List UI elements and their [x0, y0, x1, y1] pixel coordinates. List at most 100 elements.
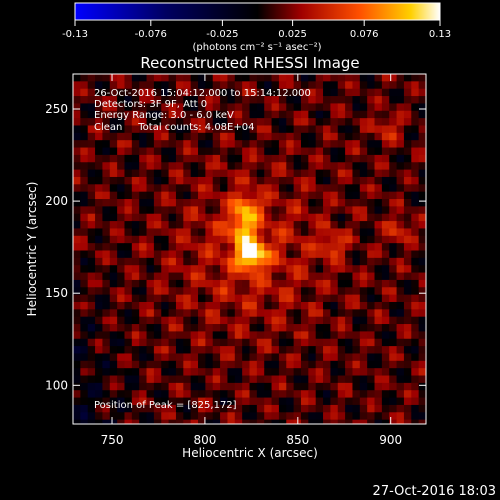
- image-pixel: [418, 184, 426, 193]
- image-pixel: [345, 309, 353, 318]
- image-pixel: [95, 81, 103, 90]
- image-pixel: [271, 404, 280, 413]
- image-pixel: [323, 191, 331, 200]
- image-pixel: [389, 125, 397, 134]
- image-pixel: [411, 287, 420, 296]
- image-pixel: [212, 390, 221, 398]
- image-pixel: [352, 404, 361, 413]
- image-pixel: [73, 316, 81, 325]
- image-pixel: [308, 375, 317, 384]
- image-pixel: [359, 419, 368, 424]
- image-pixel: [190, 132, 199, 141]
- image-pixel: [227, 96, 236, 104]
- image-pixel: [234, 309, 243, 318]
- image-pixel: [198, 338, 206, 347]
- image-pixel: [205, 147, 214, 156]
- image-pixel: [227, 118, 236, 126]
- image-pixel: [242, 375, 250, 384]
- image-pixel: [396, 257, 405, 266]
- image-pixel: [175, 74, 184, 82]
- image-pixel: [300, 110, 309, 119]
- image-pixel: [227, 125, 236, 134]
- image-pixel: [175, 390, 184, 398]
- image-pixel: [117, 213, 125, 222]
- image-pixel: [315, 294, 324, 303]
- image-pixel: [198, 74, 206, 82]
- image-pixel: [95, 235, 103, 244]
- image-pixel: [175, 257, 184, 266]
- image-pixel: [146, 397, 155, 406]
- image-pixel: [359, 125, 368, 134]
- image-pixel: [227, 184, 236, 193]
- image-pixel: [190, 191, 199, 200]
- image-pixel: [242, 235, 250, 244]
- image-pixel: [95, 419, 103, 424]
- image-pixel: [256, 110, 265, 119]
- image-pixel: [80, 382, 89, 391]
- image-pixel: [352, 154, 361, 163]
- image-pixel: [315, 206, 324, 215]
- image-pixel: [80, 74, 89, 82]
- image-pixel: [183, 140, 192, 148]
- colorbar-units-label: (photons cm⁻² s⁻¹ asec⁻²): [192, 42, 321, 53]
- image-pixel: [352, 419, 361, 424]
- image-pixel: [131, 125, 140, 134]
- image-pixel: [293, 316, 302, 325]
- image-pixel: [308, 243, 317, 251]
- image-pixel: [389, 397, 397, 406]
- image-pixel: [315, 81, 324, 90]
- image-pixel: [242, 404, 250, 413]
- image-pixel: [131, 110, 140, 119]
- image-pixel: [345, 404, 353, 413]
- image-pixel: [73, 213, 81, 222]
- image-pixel: [345, 412, 353, 421]
- image-pixel: [345, 382, 353, 391]
- image-pixel: [227, 346, 236, 354]
- image-pixel: [220, 397, 228, 406]
- image-pixel: [330, 162, 339, 170]
- image-pixel: [146, 169, 155, 178]
- image-pixel: [374, 309, 383, 318]
- image-pixel: [286, 213, 295, 222]
- image-pixel: [411, 213, 420, 222]
- image-pixel: [264, 324, 272, 332]
- image-pixel: [359, 74, 368, 82]
- image-pixel: [234, 368, 243, 376]
- image-pixel: [315, 412, 324, 421]
- image-pixel: [153, 221, 162, 229]
- image-pixel: [381, 96, 390, 104]
- image-pixel: [190, 147, 199, 156]
- image-pixel: [131, 301, 140, 310]
- image-pixel: [109, 346, 118, 354]
- image-pixel: [374, 228, 383, 237]
- image-pixel: [161, 419, 169, 424]
- image-pixel: [198, 228, 206, 237]
- image-pixel: [418, 96, 426, 104]
- image-pixel: [242, 390, 250, 398]
- image-pixel: [286, 309, 295, 318]
- image-pixel: [117, 404, 125, 413]
- image-pixel: [242, 287, 250, 296]
- image-pixel: [175, 272, 184, 281]
- image-pixel: [80, 257, 89, 266]
- image-pixel: [396, 191, 405, 200]
- image-pixel: [198, 272, 206, 281]
- image-pixel: [175, 199, 184, 207]
- image-pixel: [337, 346, 346, 354]
- image-pixel: [73, 265, 81, 273]
- image-pixel: [161, 346, 169, 354]
- image-pixel: [323, 397, 331, 406]
- image-pixel: [337, 81, 346, 90]
- image-pixel: [80, 162, 89, 170]
- image-pixel: [146, 81, 155, 90]
- image-pixel: [80, 221, 89, 229]
- image-pixel: [175, 353, 184, 362]
- image-pixel: [381, 338, 390, 347]
- image-pixel: [249, 235, 258, 244]
- image-pixel: [190, 81, 199, 90]
- image-pixel: [337, 375, 346, 384]
- image-pixel: [300, 191, 309, 200]
- image-pixel: [146, 206, 155, 215]
- image-pixel: [205, 316, 214, 325]
- image-pixel: [139, 169, 147, 178]
